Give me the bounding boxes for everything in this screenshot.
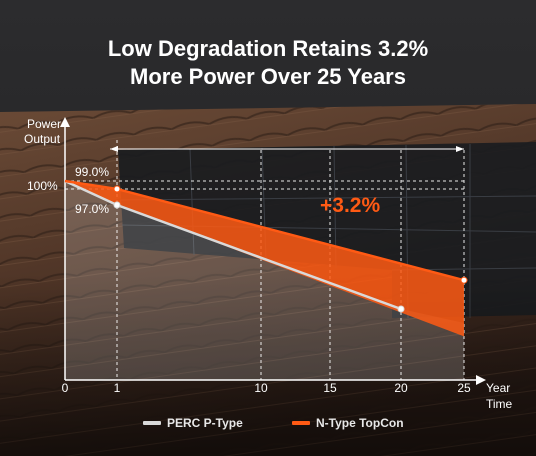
span-arrow-left-icon <box>110 146 118 152</box>
legend-perc-label: PERC P-Type <box>167 416 243 430</box>
perc-point-20 <box>397 305 405 313</box>
annotation-97: 97.0% <box>75 202 109 216</box>
x-axis-arrow-icon <box>476 375 486 385</box>
perc-point-1 <box>113 201 121 209</box>
legend-ntype-label: N-Type TopCon <box>316 416 404 430</box>
x-tick-1: 1 <box>114 381 121 395</box>
x-axis-label-line-1: Year <box>486 381 510 395</box>
ntype-point-25 <box>460 276 468 284</box>
x-tick-15: 15 <box>323 381 337 395</box>
y-axis-label-line-1: Power <box>27 117 61 131</box>
x-tick-20: 20 <box>394 381 408 395</box>
annotation-gap: +3.2% <box>320 194 380 217</box>
x-tick-10: 10 <box>254 381 268 395</box>
legend-ntype-swatch <box>292 421 310 425</box>
legend-perc: PERC P-Type <box>143 414 243 432</box>
y-axis-arrow-icon <box>60 117 70 127</box>
y-tick-100: 100% <box>27 179 58 193</box>
legend-perc-swatch <box>143 421 161 425</box>
title-line-2: More Power Over 25 Years <box>130 64 406 89</box>
y-axis-label-line-2: Output <box>24 132 61 146</box>
span-arrow-right-icon <box>456 146 464 152</box>
title-line-1: Low Degradation Retains 3.2% <box>107 36 429 61</box>
data-points <box>113 185 468 313</box>
x-tick-labels: 0 1 10 15 20 25 <box>62 381 471 395</box>
annotation-99: 99.0% <box>75 165 109 179</box>
legend-ntype: N-Type TopCon <box>292 414 404 432</box>
ntype-point-1 <box>113 185 121 193</box>
x-tick-0: 0 <box>62 381 69 395</box>
perc-area <box>65 181 464 380</box>
x-tick-25: 25 <box>457 381 471 395</box>
x-axis-label-line-2: Time <box>486 397 513 411</box>
